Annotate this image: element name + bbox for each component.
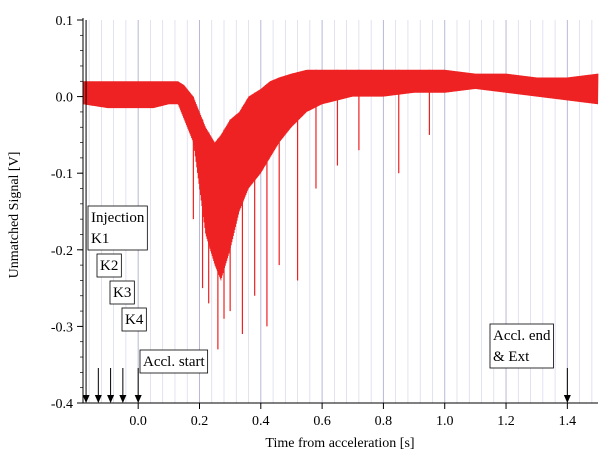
annotation-box bbox=[96, 253, 122, 278]
y-tick-label: 0.1 bbox=[56, 14, 74, 29]
annotation-label: & Ext bbox=[493, 349, 530, 365]
annotation-label: Accl. start bbox=[143, 354, 205, 370]
annotation-label: Injection bbox=[91, 210, 145, 226]
annotation-arrowhead bbox=[563, 395, 571, 403]
annotation-box bbox=[121, 307, 147, 332]
x-tick-label: 0.0 bbox=[129, 414, 147, 429]
annotation-label: K3 bbox=[113, 285, 131, 301]
x-tick-label: 0.4 bbox=[252, 414, 270, 429]
x-tick-label: 1.2 bbox=[497, 414, 515, 429]
annotation-arrowhead bbox=[94, 395, 102, 403]
annotation-label: K2 bbox=[100, 258, 118, 274]
annotation-box bbox=[109, 280, 135, 305]
annotation-accl-start: Accl. start bbox=[134, 349, 209, 403]
annotation-arrowhead bbox=[82, 395, 90, 403]
annotation-label: K1 bbox=[91, 231, 109, 247]
annotation-k4: K4 bbox=[119, 307, 147, 403]
annotation-box bbox=[139, 349, 209, 374]
annotation-injection: Injection K1 bbox=[82, 20, 148, 403]
x-tick-label: 1.0 bbox=[436, 414, 454, 429]
annotation-box bbox=[489, 323, 554, 369]
annotation-accl-end: Accl. end & Ext bbox=[489, 323, 571, 403]
annotation-label: Accl. end bbox=[493, 328, 551, 344]
y-tick-label: -0.4 bbox=[51, 397, 73, 412]
y-tick-label: -0.3 bbox=[51, 320, 73, 335]
annotation-k2: K2 bbox=[94, 253, 122, 403]
x-tick-label: 1.4 bbox=[559, 414, 577, 429]
annotation-k3: K3 bbox=[107, 280, 135, 403]
y-tick-label: -0.2 bbox=[51, 244, 73, 259]
y-axis-title: Unmatched Signal [V] bbox=[7, 152, 22, 279]
x-tick-label: 0.8 bbox=[375, 414, 393, 429]
annotation-arrowhead bbox=[107, 395, 115, 403]
signal-line bbox=[82, 69, 599, 281]
y-tick-label: 0.0 bbox=[56, 91, 74, 106]
axes: 0.1 0.0 -0.1 -0.2 -0.3 -0.4 0.0 0.2 0.4 0.6 0.8 1.0… bbox=[51, 14, 598, 429]
annotation-arrowhead bbox=[134, 395, 142, 403]
x-axis-title: Time from acceleration [s] bbox=[265, 436, 414, 450]
annotation-box bbox=[87, 205, 148, 251]
y-tick-label: -0.1 bbox=[51, 167, 73, 182]
annotation-arrowhead bbox=[119, 395, 127, 403]
x-tick-label: 0.6 bbox=[313, 414, 331, 429]
signal-trace bbox=[82, 69, 599, 350]
annotations: Injection K1 K2 K3 K4 Accl. start Accl. end & E… bbox=[82, 20, 571, 403]
x-tick-label: 0.2 bbox=[191, 414, 209, 429]
annotation-label: K4 bbox=[125, 312, 144, 328]
